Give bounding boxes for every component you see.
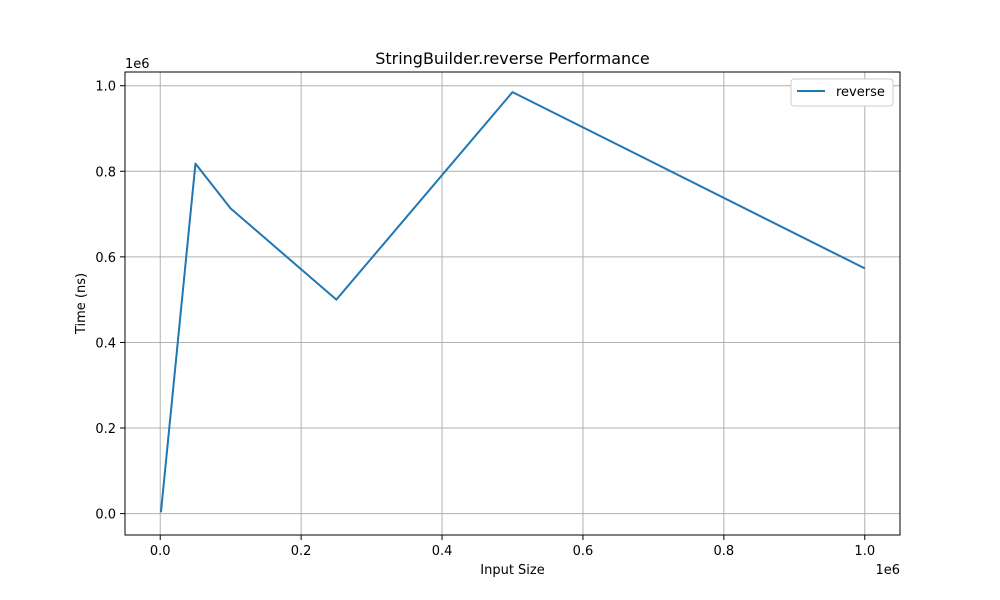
y-tick-label: 1.0 bbox=[95, 80, 116, 95]
x-tick-label: 1.0 bbox=[854, 544, 875, 559]
ticks: 0.0 0.2 0.4 0.6 0.8 1.0 0.0 0.2 0.4 0.6 0.8 1.0 bbox=[95, 80, 875, 559]
y-axis-label: Time (ns) bbox=[74, 273, 89, 335]
y-tick-label: 0.2 bbox=[95, 422, 116, 437]
x-tick-label: 0.4 bbox=[432, 544, 453, 559]
y-tick-label: 0.6 bbox=[95, 251, 116, 266]
legend-frame bbox=[790, 78, 894, 107]
x-tick-label: 0.0 bbox=[150, 544, 171, 559]
series-layer bbox=[159, 91, 866, 513]
plot-frame bbox=[124, 71, 901, 536]
y-tick-label: 0.0 bbox=[95, 508, 116, 523]
x-tick-label: 0.8 bbox=[714, 544, 735, 559]
legend-label-reverse: reverse bbox=[836, 85, 885, 100]
grid bbox=[125, 72, 900, 535]
y-tick-label: 0.4 bbox=[95, 336, 116, 351]
legend: reverse bbox=[790, 78, 894, 107]
chart-title: StringBuilder.reverse Performance bbox=[375, 49, 650, 68]
y-tick-label: 0.8 bbox=[95, 165, 116, 180]
x-axis-offset-label: 1e6 bbox=[875, 563, 900, 578]
x-tick-label: 0.2 bbox=[291, 544, 312, 559]
y-axis-offset-label: 1e6 bbox=[125, 57, 150, 72]
x-axis-label: Input Size bbox=[480, 563, 544, 578]
x-tick-label: 0.6 bbox=[573, 544, 594, 559]
series-line-reverse bbox=[159, 91, 866, 513]
